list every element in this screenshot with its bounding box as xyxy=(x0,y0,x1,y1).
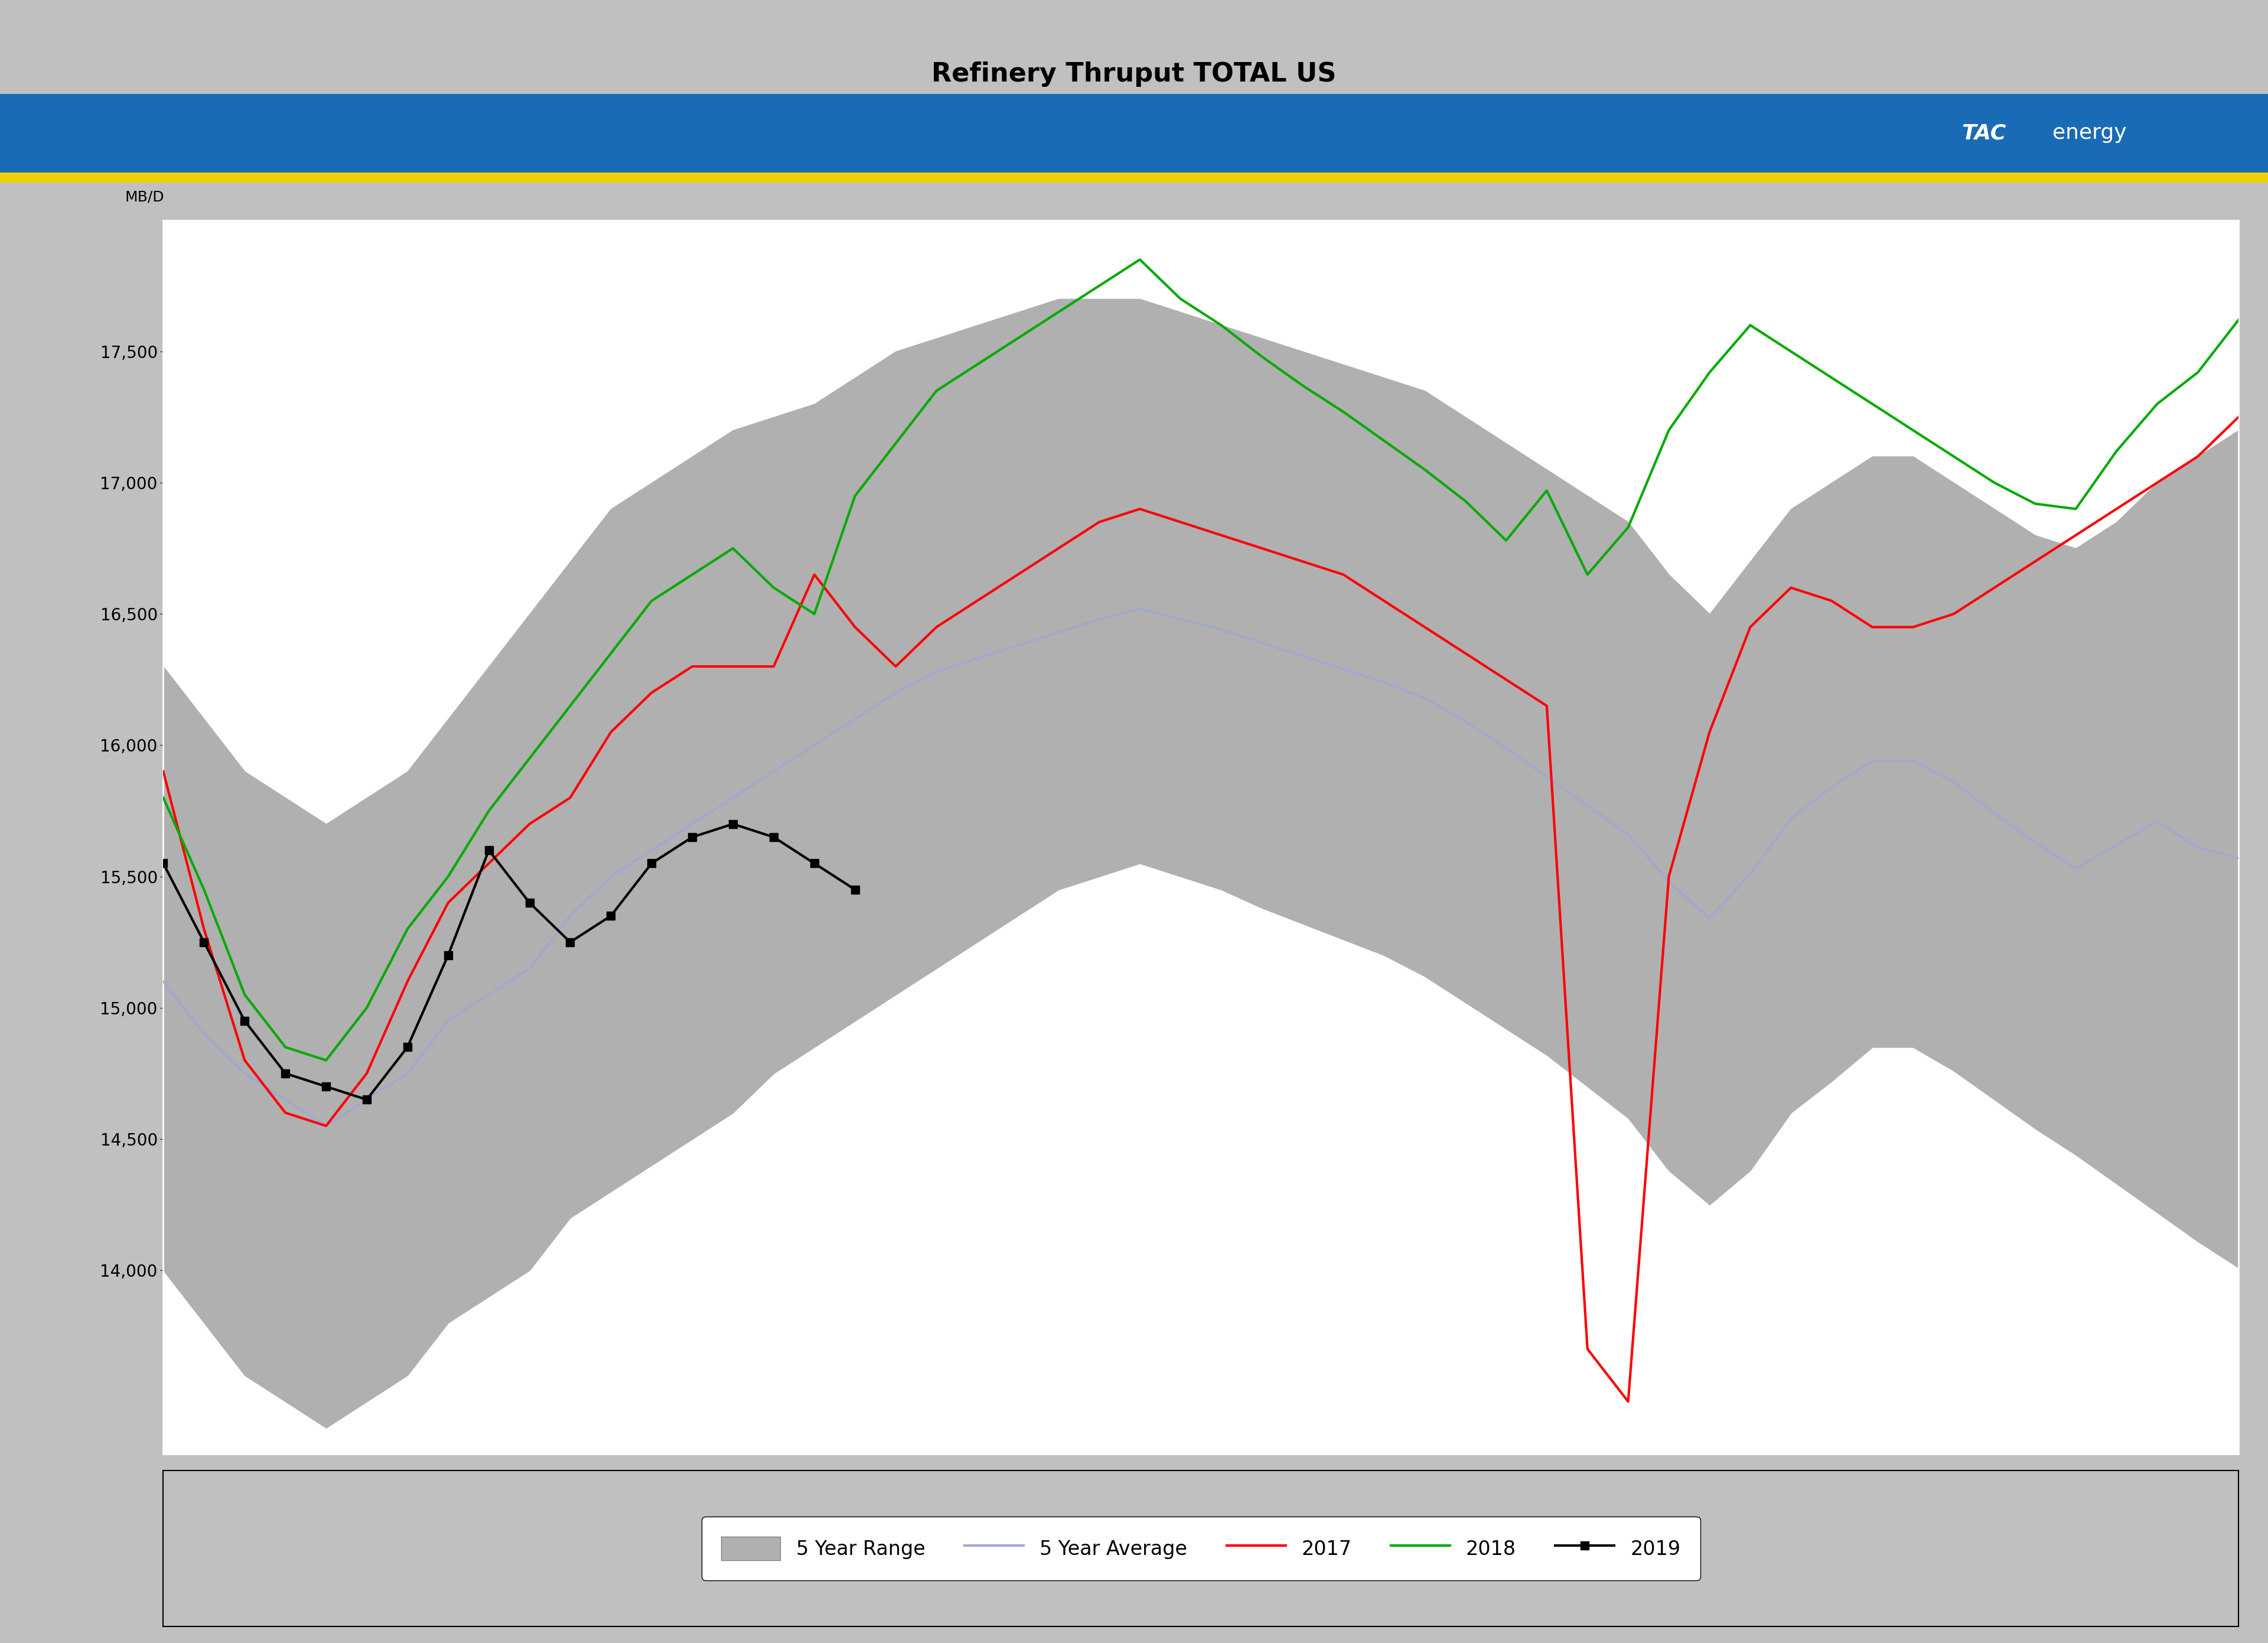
Legend: 5 Year Range, 5 Year Average, 2017, 2018, 2019: 5 Year Range, 5 Year Average, 2017, 2018… xyxy=(701,1516,1701,1581)
Text: energy: energy xyxy=(2053,123,2127,143)
Text: MB/D: MB/D xyxy=(125,191,163,204)
Text: Refinery Thruput TOTAL US: Refinery Thruput TOTAL US xyxy=(932,61,1336,87)
Text: TAC: TAC xyxy=(1962,123,2007,143)
